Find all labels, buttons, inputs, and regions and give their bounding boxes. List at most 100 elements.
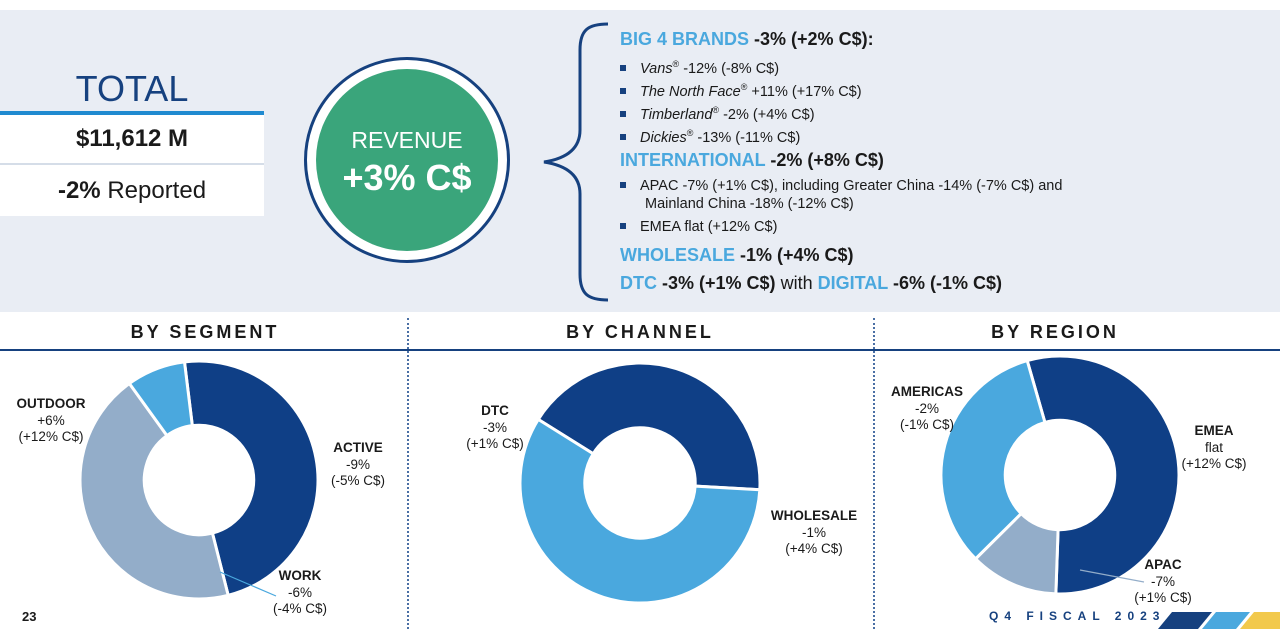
slice-americas (1025, 355, 1180, 595)
wholesale-heading-label: WHOLESALE (620, 245, 735, 265)
label-apac: APAC -7% (+1% C$) (1128, 557, 1198, 607)
big4-heading-value: -3% (+2% C$): (754, 29, 874, 49)
channel-title: BY CHANNEL (566, 322, 714, 342)
label-dtc: DTC -3% (+1% C$) (455, 403, 535, 453)
segment-title: BY SEGMENT (130, 322, 280, 342)
brand-name: Vans (640, 60, 673, 77)
slice-cc-change: (-4% C$) (272, 601, 327, 616)
segment-donut-chart (79, 360, 319, 600)
revenue-label: REVENUE (351, 127, 463, 153)
registered-mark: ® (672, 59, 680, 69)
digital-heading-value: -6% (-1% C$) (892, 273, 1002, 293)
apac-text: APAC -7% (+1% C$), including Greater Chi… (640, 178, 1063, 194)
slice-cc-change: (+12% C$) (1181, 456, 1247, 471)
revenue-badge: REVENUE +3% C$ (316, 69, 498, 251)
revenue-value: +3% C$ (342, 157, 472, 198)
slice-work (127, 360, 195, 438)
slice-name: WORK (278, 568, 322, 583)
big4-item-timberland: Timberland® -2% (+4% C$) (620, 101, 815, 124)
international-heading-label: INTERNATIONAL (620, 150, 766, 170)
label-work: WORK -6% (-4% C$) (262, 568, 338, 618)
slice-name: EMEA (1194, 423, 1234, 438)
region-title: BY REGION (991, 322, 1119, 342)
international-heading: INTERNATIONAL -2% (+8% C$) (620, 150, 884, 171)
international-item-emea: EMEA flat (+12% C$) (620, 218, 777, 236)
slice-emea (940, 358, 1047, 561)
channel-donut-chart (519, 362, 761, 604)
label-wholesale: WHOLESALE -1% (+4% C$) (764, 508, 864, 558)
total-reported-label: Reported (107, 177, 207, 204)
slice-change: -1% (801, 524, 826, 540)
slice-name: WHOLESALE (770, 508, 858, 523)
slice-dtc (536, 362, 761, 492)
total-separator (0, 163, 264, 165)
big4-item-tnf: The North Face® +11% (+17% C$) (620, 78, 862, 101)
bullet-icon (620, 65, 626, 71)
slice-name: DTC (481, 403, 509, 418)
registered-mark: ® (686, 128, 694, 138)
bullet-icon (620, 223, 626, 230)
section-rule (0, 349, 1280, 351)
slice-change: flat (1204, 439, 1223, 455)
brand-name: Dickies (640, 129, 687, 146)
wholesale-heading: WHOLESALE -1% (+4% C$) (620, 245, 854, 266)
label-outdoor: OUTDOOR +6% (+12% C$) (8, 396, 94, 446)
total-amount: $11,612 M (0, 115, 264, 163)
slice-change: -2% (914, 400, 939, 416)
label-americas: AMERICAS -2% (-1% C$) (884, 384, 970, 434)
work-leader-line (219, 571, 277, 597)
slice-cc-change: (+1% C$) (1134, 590, 1192, 605)
slice-cc-change: (+1% C$) (466, 436, 524, 451)
international-item-mainland: Mainland China -18% (-12% C$) (645, 196, 854, 212)
wholesale-heading-value: -1% (+4% C$) (740, 245, 854, 265)
registered-mark: ® (740, 82, 748, 92)
big4-heading: BIG 4 BRANDS -3% (+2% C$): (620, 29, 874, 50)
international-heading-value: -2% (+8% C$) (770, 150, 884, 170)
bullet-icon (620, 111, 626, 117)
slice-name: OUTDOOR (16, 396, 86, 411)
brand-change: -2% (+4% C$) (723, 106, 815, 123)
stripe-yellow (1240, 612, 1280, 629)
slice-wholesale (519, 417, 761, 604)
brand-change: -12% (-8% C$) (683, 60, 780, 77)
brand-name: The North Face (640, 83, 741, 100)
slice-change: -3% (482, 419, 507, 435)
slice-change: -9% (345, 456, 370, 472)
brand-name: Timberland (640, 106, 713, 123)
total-reported-value: -2% (57, 177, 101, 204)
big4-heading-label: BIG 4 BRANDS (620, 29, 750, 49)
total-title: TOTAL (75, 68, 189, 109)
brand-change: -13% (-11% C$) (697, 129, 801, 146)
page-number: 23 (22, 609, 37, 624)
stripe-light (1202, 612, 1250, 629)
slice-change: -7% (1150, 573, 1175, 589)
bullet-icon (620, 88, 626, 94)
section-divider (873, 318, 875, 629)
dtc-heading: DTC -3% (+1% C$) with DIGITAL -6% (-1% C… (620, 273, 1002, 294)
stripe-dark (1158, 612, 1212, 629)
big4-item-dickies: Dickies® -13% (-11% C$) (620, 124, 800, 147)
slice-active (79, 381, 231, 600)
fiscal-label: Q4 FISCAL 2023 (989, 609, 1166, 623)
apac-leader-line (1079, 569, 1145, 583)
registered-mark: ® (712, 105, 720, 115)
total-underline (0, 111, 264, 115)
slice-cc-change: (+4% C$) (785, 541, 843, 556)
dtc-heading-value: -3% (+1% C$) (662, 273, 776, 293)
label-emea: EMEA flat (+12% C$) (1170, 423, 1258, 473)
slice-outdoor (182, 360, 319, 598)
brand-change: +11% (+17% C$) (751, 83, 862, 100)
slice-cc-change: (-1% C$) (899, 417, 954, 432)
slice-name: AMERICAS (890, 384, 963, 399)
bullet-icon (620, 182, 626, 189)
curly-brace (543, 22, 609, 302)
slice-cc-change: (-5% C$) (330, 473, 385, 488)
big4-item-vans: Vans® -12% (-8% C$) (620, 55, 779, 78)
total-reported: -2% Reported (0, 165, 264, 216)
dtc-with: with (780, 273, 813, 293)
label-active: ACTIVE -9% (-5% C$) (318, 440, 398, 490)
dtc-heading-label: DTC (620, 273, 657, 293)
bullet-icon (620, 134, 626, 140)
region-donut-chart (940, 355, 1180, 595)
